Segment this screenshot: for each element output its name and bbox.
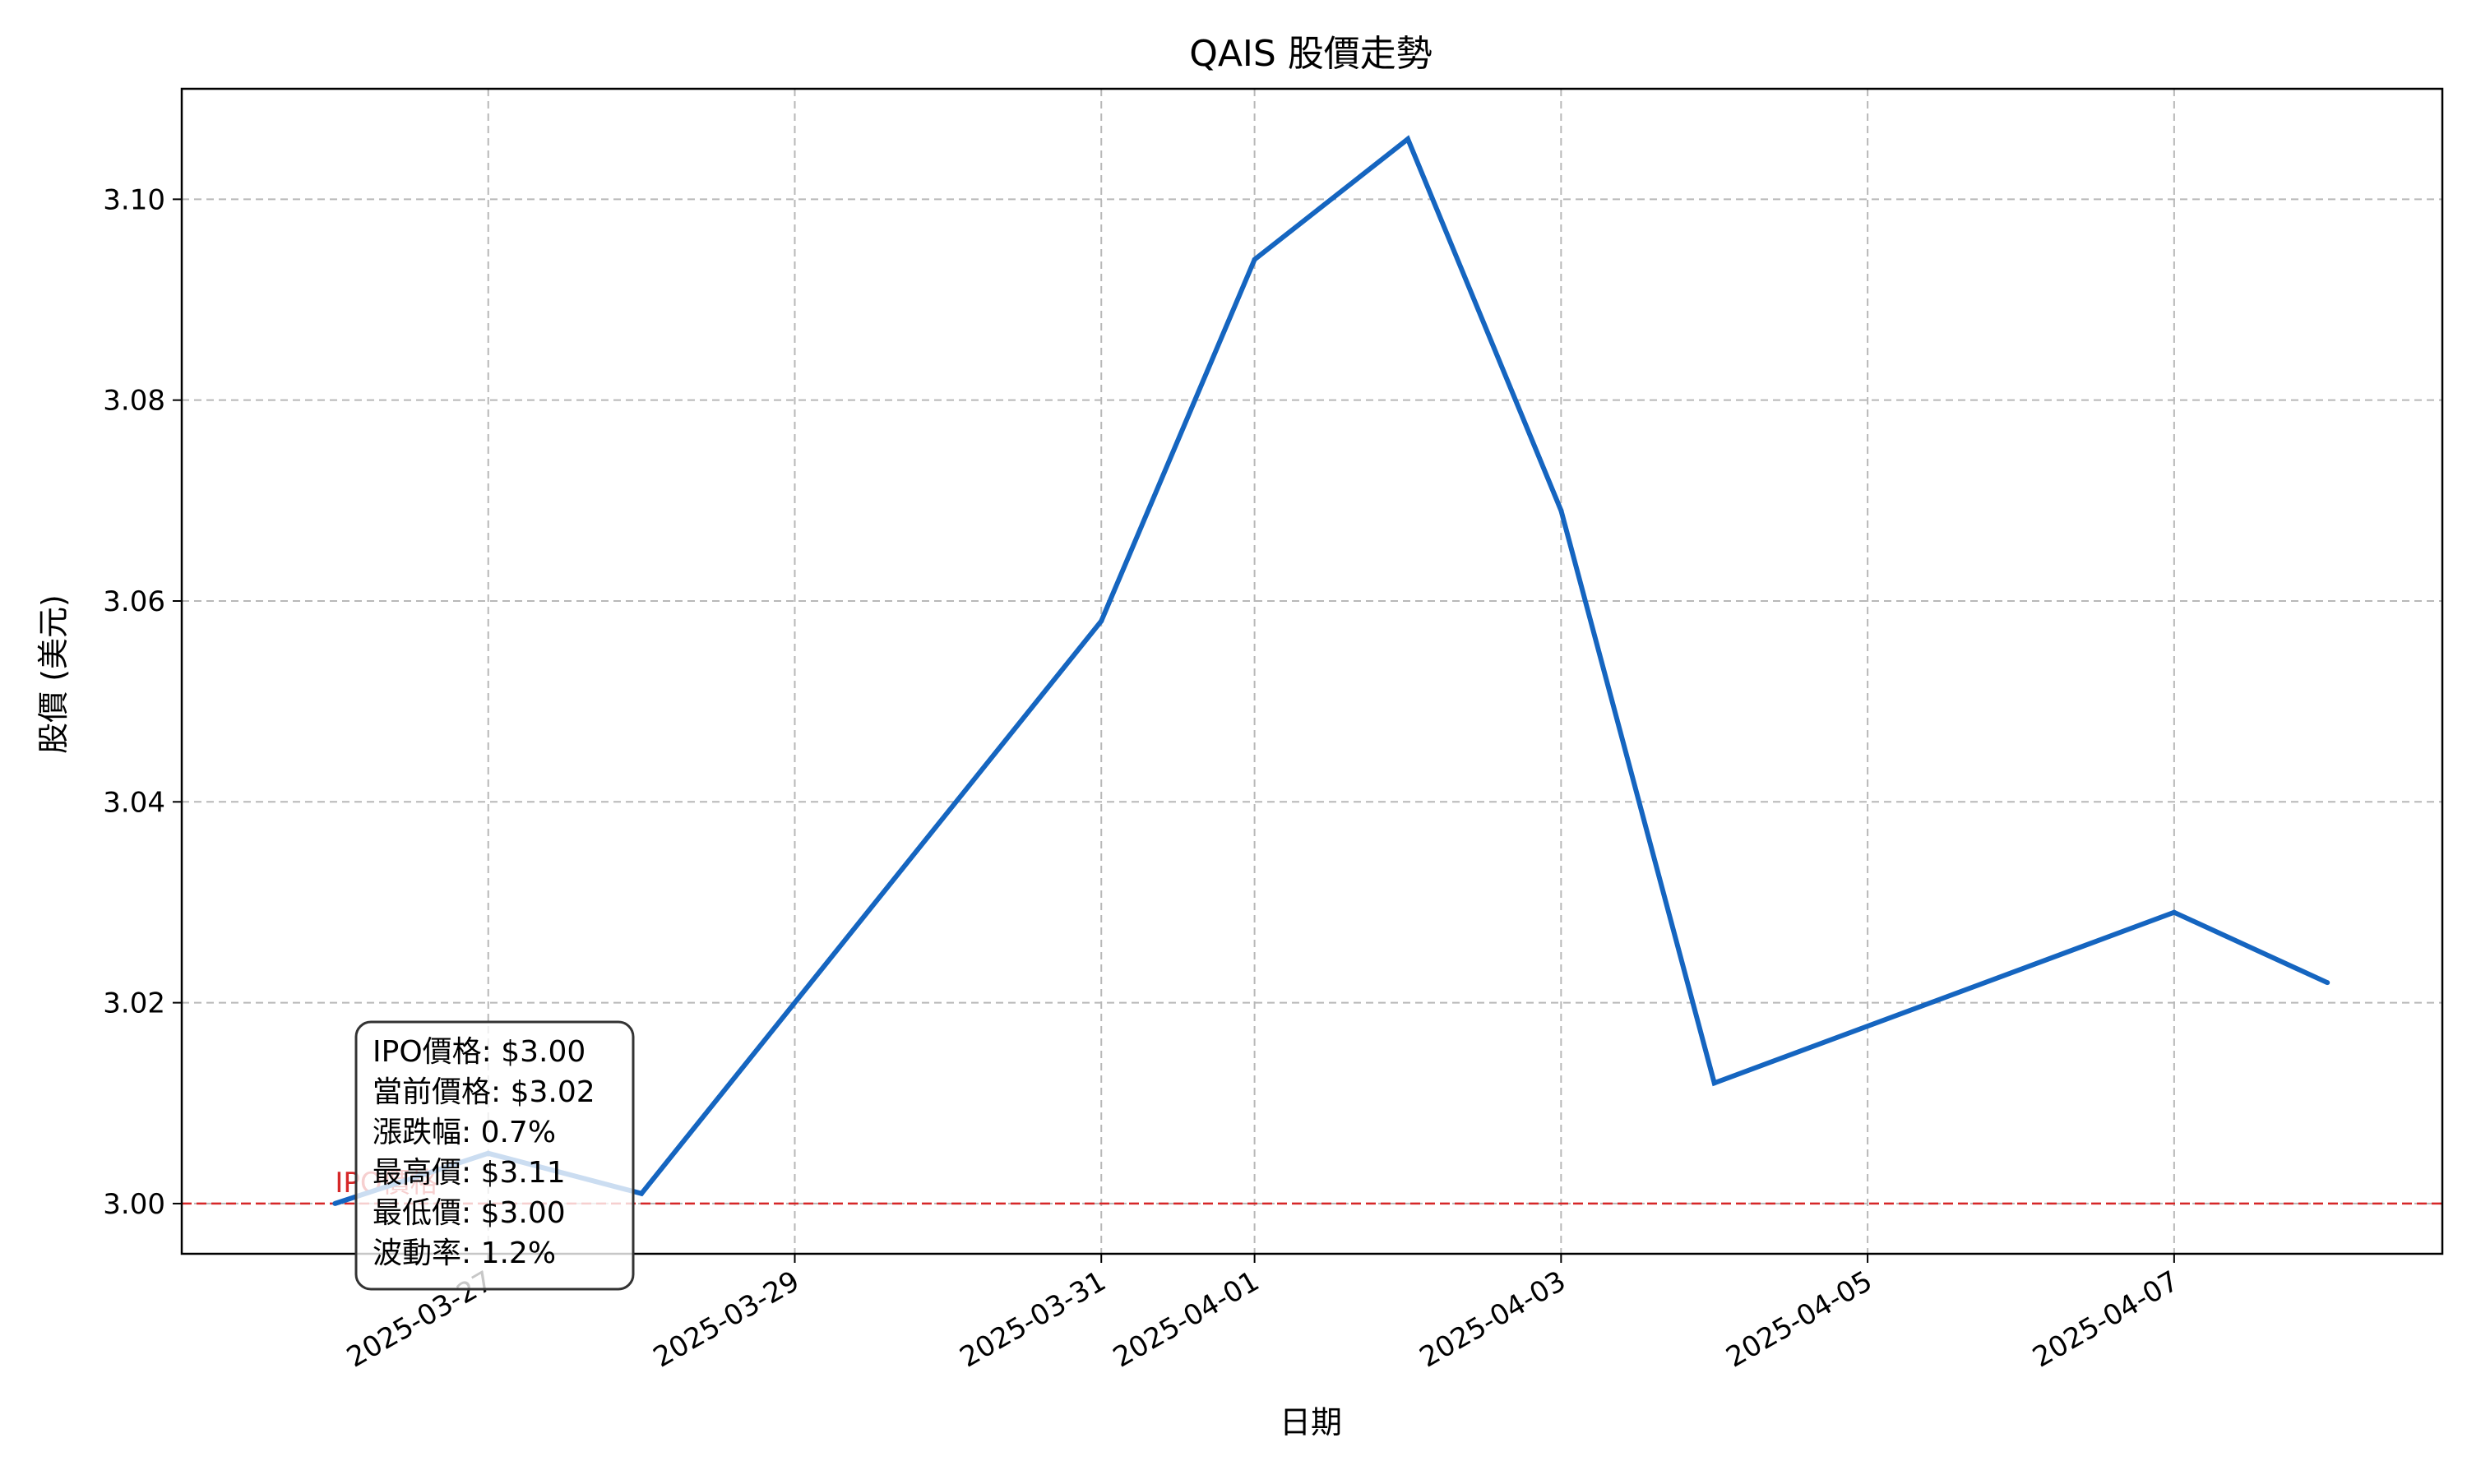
- stats-box-background: [354, 1020, 635, 1291]
- price-data-point: [639, 1190, 645, 1196]
- price-data-point: [1405, 136, 1410, 142]
- stats-line: 波動率: 1.2%: [373, 1237, 556, 1270]
- stats-line: 漲跌幅: 0.7%: [373, 1116, 556, 1149]
- price-data-point: [332, 1200, 338, 1206]
- price-data-point: [1252, 257, 1257, 262]
- stats-line: 最低價: $3.00: [373, 1196, 566, 1230]
- price-data-point: [2325, 980, 2330, 986]
- y-tick-label: 3.04: [103, 786, 165, 819]
- stats-line: 最高價: $3.11: [373, 1156, 566, 1190]
- stats-line: IPO價格: $3.00: [373, 1035, 586, 1069]
- y-tick-label: 3.10: [103, 183, 165, 216]
- stats-box: IPO價格: $3.00 當前價格: $3.02 漲跌幅: 0.7% 最高價: $3.…: [354, 1020, 635, 1291]
- chart-title: QAIS 股價走勢: [1189, 33, 1433, 75]
- plot-frame: [180, 87, 2444, 1255]
- y-tick-label: 3.06: [103, 585, 165, 618]
- stats-line: 當前價格: $3.02: [373, 1075, 595, 1109]
- y-tick-label: 3.08: [103, 385, 165, 418]
- price-data-point: [1711, 1080, 1717, 1086]
- y-tick-label: 3.02: [103, 987, 165, 1020]
- price-data-point: [1099, 618, 1104, 624]
- price-data-point: [1558, 508, 1564, 514]
- price-data-point: [2171, 909, 2177, 915]
- y-tick-label: 3.00: [103, 1188, 165, 1221]
- x-axis-label: 日期: [1280, 1404, 1342, 1440]
- y-axis-label: 股價 (美元): [35, 594, 72, 754]
